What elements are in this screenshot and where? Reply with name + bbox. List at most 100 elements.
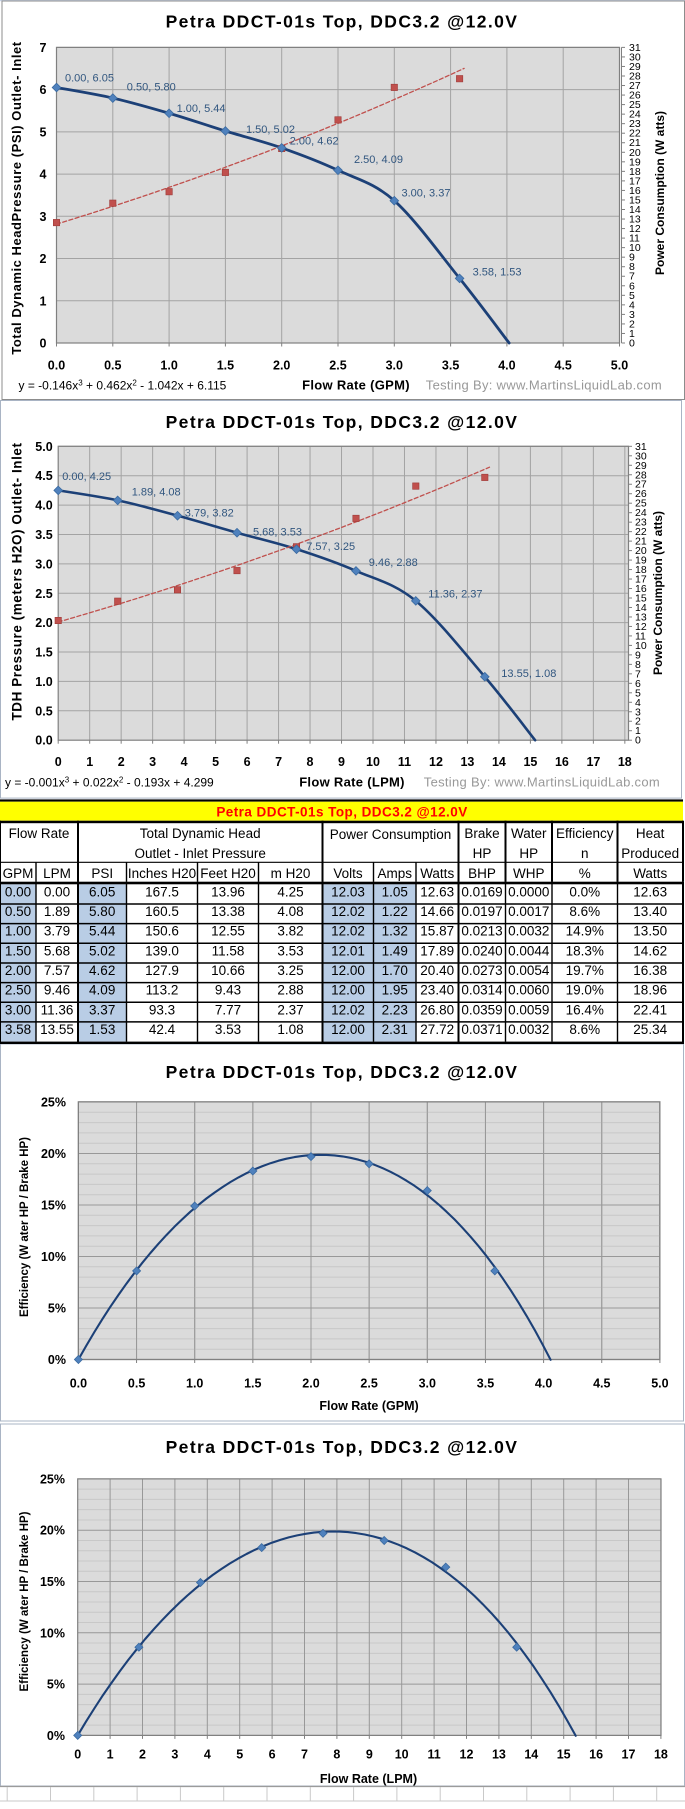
svg-text:4.62: 4.62 (89, 963, 115, 978)
svg-text:9: 9 (338, 755, 345, 769)
svg-text:18.96: 18.96 (633, 983, 667, 998)
svg-text:4: 4 (40, 168, 47, 182)
svg-text:13.38: 13.38 (211, 904, 245, 919)
svg-text:5.68: 5.68 (44, 943, 70, 958)
svg-text:0: 0 (635, 735, 641, 747)
svg-text:y = -0.001x3 + 0.022x2 - 0.193: y = -0.001x3 + 0.022x2 - 0.193x + 4.299 (5, 776, 214, 790)
svg-text:1.00: 1.00 (5, 924, 31, 939)
svg-text:10: 10 (635, 640, 647, 652)
svg-text:5.0: 5.0 (35, 440, 52, 454)
svg-text:%: % (579, 866, 591, 881)
svg-text:127.9: 127.9 (145, 963, 179, 978)
svg-text:11: 11 (398, 755, 411, 769)
svg-text:10%: 10% (41, 1250, 66, 1264)
svg-text:10.66: 10.66 (211, 963, 245, 978)
svg-text:0.50, 5.80: 0.50, 5.80 (127, 81, 176, 93)
svg-text:12: 12 (460, 1748, 474, 1762)
svg-text:167.5: 167.5 (145, 884, 179, 899)
svg-text:12.00: 12.00 (331, 1022, 365, 1037)
svg-text:2.0: 2.0 (273, 359, 290, 373)
svg-text:17: 17 (622, 1748, 636, 1762)
svg-text:2: 2 (40, 252, 47, 266)
svg-text:0.0: 0.0 (48, 359, 65, 373)
svg-text:0.00, 4.25: 0.00, 4.25 (62, 471, 111, 483)
svg-text:1.00, 5.44: 1.00, 5.44 (177, 103, 226, 115)
svg-text:1.70: 1.70 (382, 963, 408, 978)
svg-text:4: 4 (629, 299, 635, 311)
svg-text:Testing By: www.MartinsLiquidL: Testing By: www.MartinsLiquidLab.com (424, 775, 660, 790)
svg-text:16: 16 (635, 583, 647, 595)
svg-text:26: 26 (629, 90, 641, 102)
svg-text:15: 15 (629, 195, 641, 207)
svg-text:93.3: 93.3 (149, 1002, 175, 1017)
svg-text:2: 2 (629, 318, 635, 330)
svg-text:Produced: Produced (621, 846, 679, 861)
svg-text:0.0044: 0.0044 (508, 943, 550, 958)
svg-text:0.0359: 0.0359 (461, 1002, 502, 1017)
svg-text:0.0213: 0.0213 (461, 924, 502, 939)
svg-text:0.0017: 0.0017 (508, 904, 549, 919)
svg-text:3.53: 3.53 (277, 943, 303, 958)
svg-text:14.66: 14.66 (420, 904, 454, 919)
svg-text:3.82: 3.82 (277, 924, 303, 939)
svg-text:2: 2 (635, 716, 641, 728)
svg-text:4.09: 4.09 (89, 983, 115, 998)
svg-text:150.6: 150.6 (145, 924, 179, 939)
svg-text:24: 24 (629, 109, 641, 121)
svg-text:13.50: 13.50 (633, 924, 667, 939)
svg-text:5: 5 (629, 290, 635, 302)
svg-text:11: 11 (629, 233, 640, 245)
svg-text:Power Consumption (W atts): Power Consumption (W atts) (653, 111, 667, 275)
svg-text:Volts: Volts (333, 866, 363, 881)
svg-text:1: 1 (635, 725, 641, 737)
svg-text:3.5: 3.5 (442, 359, 459, 373)
svg-text:17: 17 (629, 175, 641, 187)
svg-text:Flow Rate (GPM): Flow Rate (GPM) (302, 378, 410, 393)
svg-text:18: 18 (629, 166, 641, 178)
svg-text:25: 25 (629, 99, 641, 111)
svg-text:19: 19 (635, 555, 647, 567)
svg-text:5.0: 5.0 (651, 1377, 668, 1391)
svg-text:TDH Pressure (meters H2O) Out: TDH Pressure (meters H2O) Outlet- Inlet (10, 442, 25, 720)
svg-text:6: 6 (629, 280, 635, 292)
svg-text:3: 3 (40, 210, 47, 224)
svg-text:6: 6 (40, 83, 47, 97)
svg-text:8: 8 (629, 261, 635, 273)
svg-text:Water: Water (511, 826, 547, 841)
svg-text:5.80: 5.80 (89, 904, 115, 919)
svg-text:9: 9 (629, 252, 635, 264)
svg-text:23: 23 (635, 517, 647, 529)
svg-text:26.80: 26.80 (420, 1002, 454, 1017)
svg-text:12.03: 12.03 (331, 884, 365, 899)
svg-text:0.00: 0.00 (44, 884, 70, 899)
svg-text:Petra DDCT-01s Top, DDC3.2 @12: Petra DDCT-01s Top, DDC3.2 @12.0V (166, 12, 519, 32)
svg-text:28: 28 (635, 469, 647, 481)
svg-text:2.50: 2.50 (5, 983, 31, 998)
svg-text:0.0: 0.0 (70, 1377, 87, 1391)
svg-text:3.0: 3.0 (35, 557, 52, 571)
svg-text:10: 10 (395, 1748, 409, 1762)
svg-text:1.05: 1.05 (382, 884, 408, 899)
svg-text:Watts: Watts (420, 866, 454, 881)
svg-text:Flow Rate (GPM): Flow Rate (GPM) (319, 1399, 418, 1413)
svg-text:7: 7 (301, 1748, 308, 1762)
svg-text:24: 24 (635, 507, 647, 519)
svg-text:0: 0 (40, 337, 47, 351)
svg-text:Efficiency (W ater HP / Brake: Efficiency (W ater HP / Brake HP) (19, 1511, 31, 1691)
svg-text:12.02: 12.02 (331, 924, 365, 939)
svg-text:0.0032: 0.0032 (508, 924, 549, 939)
svg-text:10: 10 (629, 242, 641, 254)
svg-text:1.50, 5.02: 1.50, 5.02 (246, 124, 295, 136)
svg-text:Watts: Watts (633, 866, 667, 881)
svg-text:2.5: 2.5 (329, 359, 346, 373)
svg-text:13.40: 13.40 (633, 904, 667, 919)
svg-text:5: 5 (212, 755, 219, 769)
svg-text:2.88: 2.88 (277, 983, 303, 998)
svg-text:5: 5 (40, 125, 47, 139)
svg-text:3.37: 3.37 (89, 1002, 115, 1017)
svg-text:2.0: 2.0 (35, 616, 52, 630)
svg-text:2.50, 4.09: 2.50, 4.09 (354, 154, 403, 166)
svg-text:2.5: 2.5 (360, 1377, 377, 1391)
svg-text:4.5: 4.5 (35, 469, 52, 483)
svg-text:27: 27 (635, 479, 647, 491)
